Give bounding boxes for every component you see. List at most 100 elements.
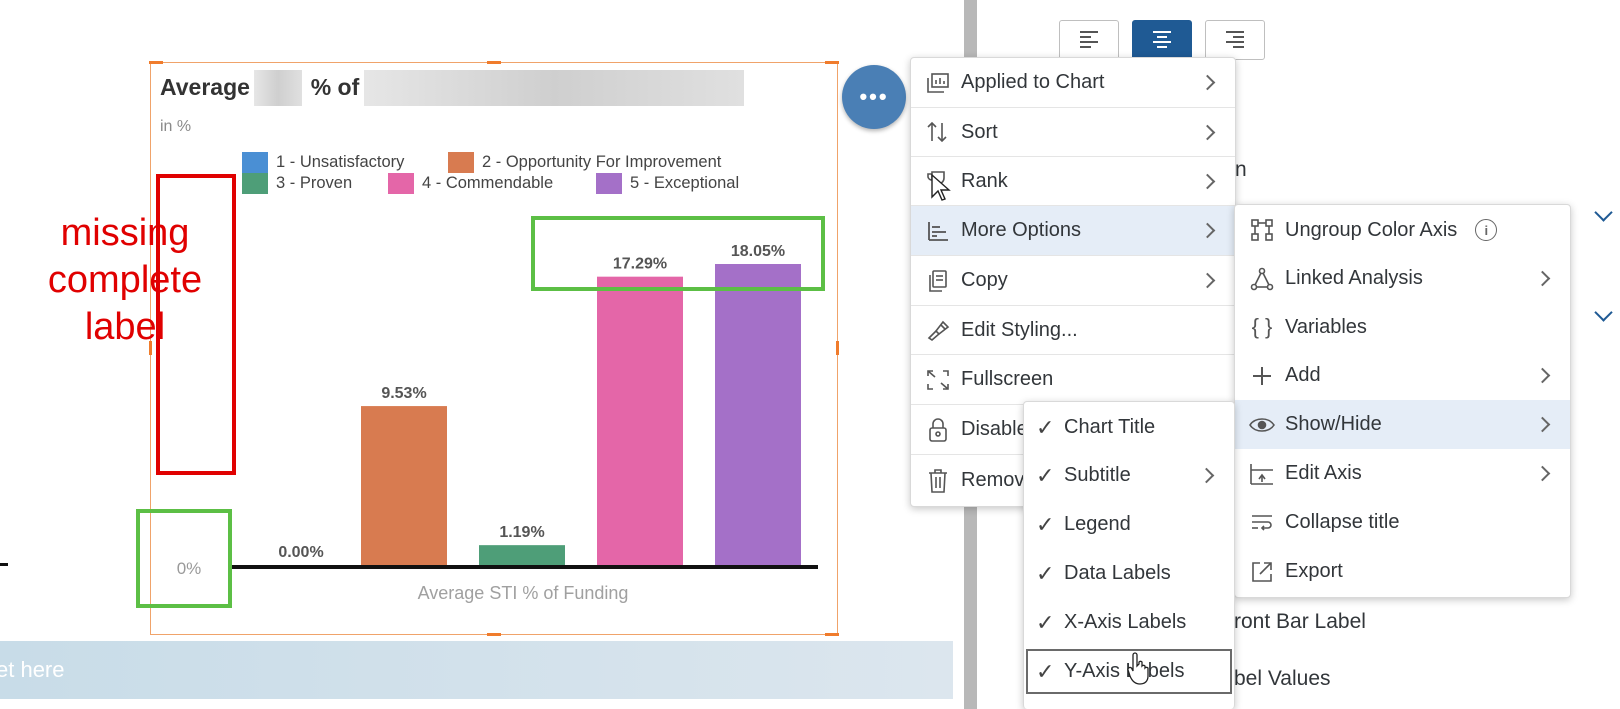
plus-icon — [1243, 365, 1281, 387]
checkmark-icon: ✓ — [1036, 462, 1055, 488]
more-actions-button[interactable]: ••• — [842, 65, 906, 129]
checkmark-icon: ✓ — [1036, 511, 1055, 537]
fullscreen-icon — [919, 369, 957, 391]
menu-item-data-labels[interactable]: ✓ Data Labels — [1024, 549, 1234, 598]
export-icon — [1243, 560, 1281, 584]
menu-item-label: Remov — [961, 469, 1025, 491]
legend-item: 4 - Commendable — [388, 173, 553, 194]
menu-item-label: Disable — [961, 418, 1028, 440]
panel-partial-text: n — [1235, 158, 1247, 181]
options-icon — [919, 220, 957, 242]
lock-icon — [919, 417, 957, 443]
trash-icon — [919, 468, 957, 494]
legend-item: 2 - Opportunity For Improvement — [448, 152, 721, 173]
axis-icon — [1243, 462, 1281, 486]
redacted-block — [254, 70, 302, 106]
more-options-submenu: Ungroup Color Axis i Linked Analysis { }… — [1234, 204, 1571, 598]
chart-widget[interactable] — [149, 61, 839, 636]
menu-item-chart-title[interactable]: ✓ Chart Title — [1024, 404, 1234, 451]
menu-item-ungroup-color-axis[interactable]: Ungroup Color Axis i — [1235, 206, 1570, 254]
menu-item-applied-to-chart[interactable]: Applied to Chart — [911, 58, 1235, 108]
chart-title-prefix: Average — [160, 74, 250, 100]
legend-label: 2 - Opportunity For Improvement — [482, 153, 722, 171]
menu-item-label: X-Axis Labels — [1064, 611, 1187, 633]
resize-handle[interactable] — [149, 61, 163, 64]
chevron-right-icon — [1199, 124, 1216, 140]
braces-icon: { } — [1251, 314, 1273, 339]
align-center-icon — [1153, 31, 1171, 48]
collapse-icon — [1243, 512, 1281, 534]
redacted-block — [364, 70, 744, 106]
chevron-right-icon — [1534, 416, 1551, 433]
legend-label: 4 - Commendable — [422, 174, 554, 192]
menu-item-label: Fullscreen — [961, 368, 1054, 390]
align-center-button[interactable] — [1132, 20, 1192, 60]
menu-item-remove[interactable]: Remov — [911, 455, 1235, 506]
mouse-pointer-icon — [931, 173, 951, 201]
menu-item-label: Rank — [961, 169, 1008, 192]
align-left-icon — [1080, 31, 1098, 48]
menu-item-subtitle[interactable]: ✓ Subtitle — [1024, 451, 1234, 500]
chevron-down-icon[interactable] — [1594, 203, 1613, 222]
menu-item-export[interactable]: Export — [1235, 547, 1570, 596]
legend-swatch — [242, 173, 268, 194]
paint-icon — [919, 318, 957, 342]
menu-item-label: Add — [1285, 364, 1321, 386]
resize-handle[interactable] — [487, 633, 501, 636]
eye-icon — [1243, 416, 1281, 434]
menu-item-variables[interactable]: { } Variables — [1235, 303, 1570, 351]
resize-handle[interactable] — [825, 633, 839, 636]
menu-item-edit-styling[interactable]: Edit Styling... — [911, 306, 1235, 355]
chevron-down-icon[interactable] — [1594, 303, 1613, 322]
resize-handle[interactable] — [825, 61, 839, 64]
sort-icon — [919, 121, 957, 143]
annotation-text: missing complete label — [30, 210, 220, 351]
menu-item-label: Linked Analysis — [1285, 267, 1423, 289]
panel-partial-text: bel Values — [1234, 667, 1331, 690]
input-strip[interactable]: et here — [0, 641, 953, 699]
chevron-right-icon — [1534, 367, 1551, 384]
checkmark-icon: ✓ — [1036, 609, 1055, 635]
menu-item-copy[interactable]: Copy — [911, 256, 1235, 306]
menu-item-label: Collapse title — [1285, 511, 1400, 533]
chart-title: Average % of — [160, 74, 359, 101]
menu-item-label: More Options — [961, 219, 1082, 241]
resize-handle[interactable] — [149, 341, 152, 355]
resize-handle[interactable] — [487, 61, 501, 64]
show-hide-submenu: ✓ Chart Title ✓ Subtitle ✓ Legend ✓ Data… — [1023, 401, 1235, 709]
checkmark-icon: ✓ — [1036, 560, 1055, 586]
menu-item-y-axis-labels[interactable]: ✓ Y-Axis Labels — [1024, 647, 1234, 696]
legend-swatch — [596, 173, 622, 194]
align-right-button[interactable] — [1205, 20, 1265, 60]
legend-label: 5 - Exceptional — [630, 174, 740, 192]
menu-item-legend[interactable]: ✓ Legend — [1024, 500, 1234, 549]
menu-item-rank[interactable]: Rank — [911, 157, 1235, 206]
menu-item-linked-analysis[interactable]: Linked Analysis — [1235, 254, 1570, 303]
align-left-button[interactable] — [1059, 20, 1119, 60]
menu-item-label: Y-Axis Labels — [1064, 660, 1185, 682]
resize-handle[interactable] — [836, 341, 839, 355]
menu-item-edit-axis[interactable]: Edit Axis — [1235, 449, 1570, 498]
menu-item-label: Ungroup Color Axis — [1285, 218, 1458, 241]
menu-item-more-options[interactable]: More Options — [911, 206, 1235, 256]
menu-item-fullscreen[interactable]: Fullscreen — [911, 355, 1235, 405]
chevron-right-icon — [1199, 222, 1216, 239]
linked-icon — [1243, 267, 1281, 291]
menu-item-label: Edit Styling... — [961, 318, 1078, 341]
legend-swatch — [448, 152, 474, 173]
menu-item-label: Subtitle — [1064, 464, 1131, 486]
chart-title-mid: % of — [310, 74, 360, 100]
menu-item-add[interactable]: Add — [1235, 351, 1570, 400]
menu-item-label: Chart Title — [1064, 416, 1156, 438]
menu-item-label: Edit Axis — [1285, 462, 1362, 484]
menu-item-sort[interactable]: Sort — [911, 108, 1235, 157]
chevron-right-icon — [1199, 74, 1216, 91]
menu-item-label: Export — [1285, 560, 1343, 582]
menu-item-show-hide[interactable]: Show/Hide — [1235, 400, 1570, 449]
chevron-right-icon — [1198, 467, 1215, 484]
panel-partial-text: ront Bar Label — [1234, 610, 1366, 633]
menu-item-collapse-title[interactable]: Collapse title — [1235, 498, 1570, 547]
menu-item-x-axis-labels[interactable]: ✓ X-Axis Labels — [1024, 598, 1234, 647]
info-icon[interactable]: i — [1475, 219, 1498, 241]
canvas-mark — [0, 563, 8, 566]
